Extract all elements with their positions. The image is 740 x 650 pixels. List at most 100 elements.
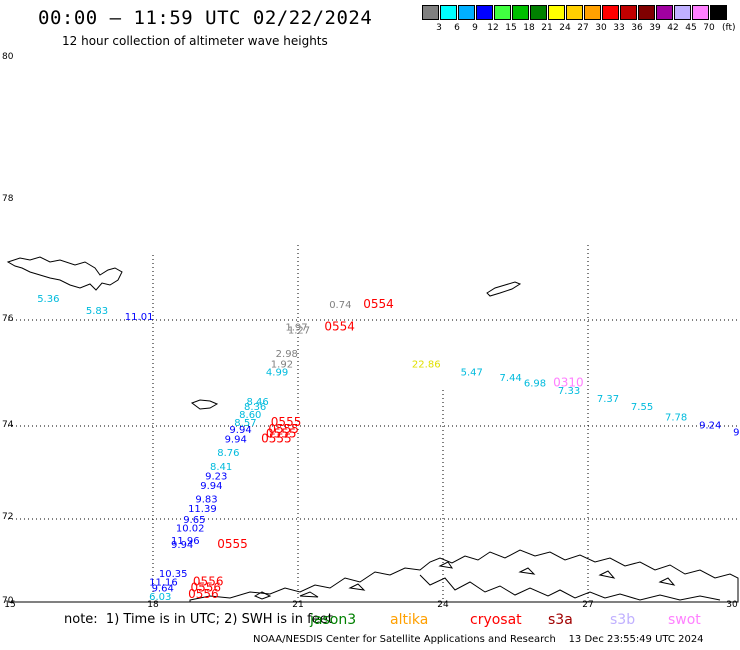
legend-label: 12 [487,23,499,33]
pass-time-label: 0556 [188,587,219,601]
norway-coast [189,549,739,603]
legend-swatch [422,5,439,20]
svalbard-coast [6,256,123,291]
lat-label: 76 [2,314,14,324]
legend-label: 39 [649,23,661,33]
legend-swatch [674,5,691,20]
satellite-label: s3a [548,612,573,628]
page-title: 00:00 – 11:59 UTC 02/22/2024 [38,7,373,29]
pass-time-label: 0555 [217,537,248,551]
legend-swatch [440,5,457,20]
wave-height-label: 7.33 [558,386,580,397]
wave-height-label: 8.46 [246,397,268,408]
lon-label: 15 [4,600,16,610]
wave-height-label: 8.36 [244,402,266,413]
wave-height-label: 5.36 [37,294,59,305]
coast-fjords [419,574,721,601]
legend-swatch [602,5,619,20]
legend-label: 33 [613,23,625,33]
wave-height-label: 7.78 [665,413,687,424]
legend-swatch [458,5,475,20]
wave-height-label: 8.41 [210,462,232,473]
wave-height-label: 11.16 [149,577,178,588]
wave-height-label: 11.39 [188,504,217,515]
legend-label: 9 [472,23,478,33]
legend-swatch [620,5,637,20]
wave-height-label: 9.83 [195,495,217,506]
wave-height-label: 9.23 [205,471,227,482]
satellite-label: jason3 [310,612,357,628]
pass-time-label: 0555 [271,415,302,429]
wave-labels-layer: 0.74 1.971.27 2.981.924.99 5.36 5.83 11.01 22.… [37,294,740,603]
wave-height-label: 9.94 [229,425,251,436]
wave-height-label: 5.83 [86,306,108,317]
legend-swatch [584,5,601,20]
satellite-label: s3b [610,612,636,628]
legend-swatch [692,5,709,20]
pass-time-label: 0310 [553,375,584,389]
wave-height-label: 9.64 [152,584,174,595]
pass-time-label: 0556 [191,581,222,595]
wave-height-label: 8.57 [234,418,256,429]
wave-height-label: 1.97 [285,323,307,334]
legend-unit: (ft) [722,23,736,33]
lon-label: 21 [292,600,304,610]
wave-height-label: 9.65 [183,515,205,526]
wave-height-label: 9.24 [699,420,721,431]
pass-time-label: 0554 [324,320,355,334]
satellite-label: cryosat [470,612,522,628]
wave-height-label: 4.99 [266,368,288,379]
wave-height-label: 10.02 [176,523,205,534]
legend-label: 36 [631,23,643,33]
wave-height-label: 9.94 [225,434,247,445]
legend-label: 24 [559,23,571,33]
legend-swatch [494,5,511,20]
legend-label: 70 [703,23,715,33]
legend-swatch [512,5,529,20]
legend-swatch [638,5,655,20]
legend-label: 3 [436,23,442,33]
wave-height-label: 7.55 [631,402,653,413]
satellite-label: swot [668,612,701,628]
pass-labels-layer: 0554055405550555055505550555055605560556… [188,297,584,601]
lat-label: 80 [2,52,14,62]
pass-time-label: 0555 [266,427,297,441]
wave-height-label: 9.0 [733,427,740,438]
bear-island [190,399,219,410]
wave-height-label: 9.94 [200,481,222,492]
lon-label: 18 [147,600,159,610]
wave-height-label: 0.74 [329,300,351,311]
wave-height-label: 1.92 [271,360,293,371]
legend-label: 42 [667,23,679,33]
coastline [6,256,739,603]
legend-swatch [566,5,583,20]
legend-label: 45 [685,23,697,33]
wave-height-label: 10.35 [159,569,188,580]
lat-label: 70 [2,596,14,606]
lat-label: 74 [2,420,14,430]
wave-height-label: 1.27 [288,325,310,336]
wave-height-label: 8.60 [239,410,261,421]
wave-height-label: 5.47 [461,368,483,379]
wave-height-label: 7.37 [597,394,619,405]
legend-label: 27 [577,23,589,33]
legend-label: 18 [523,23,535,33]
lat-label: 72 [2,512,14,522]
lon-label: 24 [437,600,449,610]
legend-swatch [710,5,727,20]
wave-height-label: 7.44 [500,373,522,384]
legend-swatch [530,5,547,20]
wave-height-label: 2.98 [276,349,298,360]
lat-label: 78 [2,194,14,204]
wave-height-label: 9.94 [171,540,193,551]
pass-time-label: 0555 [261,431,292,445]
legend-swatch [476,5,493,20]
wave-height-label: 6.98 [524,378,546,389]
legend-label: 30 [595,23,607,33]
pass-time-label: 0555 [268,422,299,436]
legend-label: 21 [541,23,553,33]
pass-time-label: 0556 [193,574,224,588]
satellite-label: altika [390,612,429,628]
coast-islands [253,561,676,600]
